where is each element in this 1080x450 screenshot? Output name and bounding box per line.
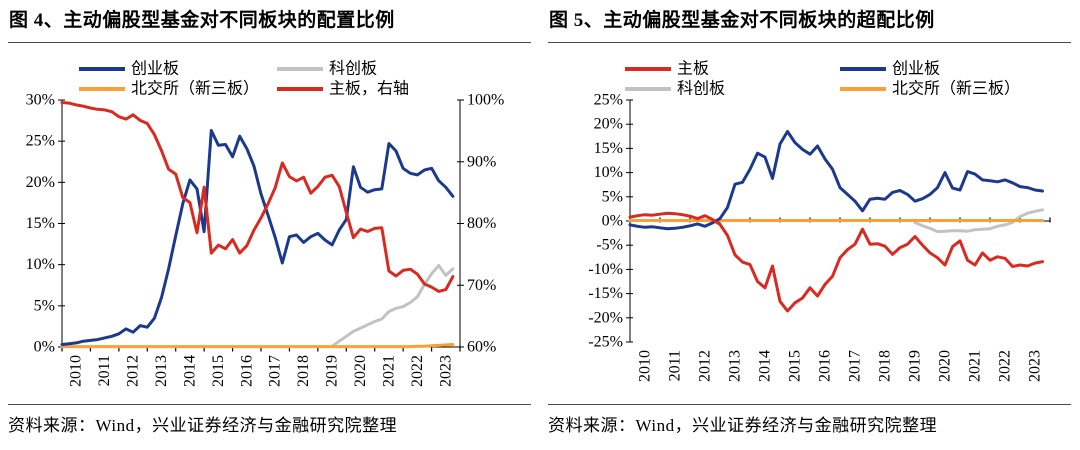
x-axis-label: 2023 <box>1027 350 1044 382</box>
legend-label-创业板: 创业板 <box>131 60 179 78</box>
y-axis-left-label: -20% <box>588 309 623 326</box>
x-axis-label: 2018 <box>295 355 312 387</box>
x-axis-label: 2019 <box>324 355 341 387</box>
figure-5-source-block: 资料来源：Wind，兴业证券经济与金融研究院整理 <box>548 404 1071 436</box>
figure-5-title-divider <box>548 42 1071 43</box>
y-axis-left-label: 20% <box>26 174 55 191</box>
x-axis-label: 2017 <box>847 350 864 382</box>
x-axis-label: 2011 <box>667 350 684 381</box>
y-axis-right-label: 90% <box>467 153 496 170</box>
figure-4-source-block: 资料来源：Wind，兴业证券经济与金融研究院整理 <box>8 404 531 436</box>
figure-4-line-chart: 0% 5% 10% 15% 20% 25% 30% 60% 70% 80% 90% 100% 2010 2… <box>26 60 505 388</box>
x-axis-label: 2013 <box>727 350 744 382</box>
series-line-主板 <box>628 211 1044 313</box>
y-axis-left-label: -25% <box>588 334 623 351</box>
y-axis-left-label: 15% <box>26 215 55 232</box>
figure-4-title: 图 4、主动偏股型基金对不同板块的配置比例 <box>9 10 395 31</box>
legend-label-创业板: 创业板 <box>892 60 940 78</box>
y-axis-left-label: 0% <box>602 213 623 230</box>
panel-figure-5: 图 5、主动偏股型基金对不同板块的超配比例 -25% -20% -15% -10% -5… <box>540 0 1080 450</box>
figure-5-source: 资料来源：Wind，兴业证券经济与金融研究院整理 <box>548 416 938 435</box>
y-axis-left-label: 10% <box>26 256 55 273</box>
y-axis-left-label: 5% <box>602 188 623 205</box>
y-axis-left-label: 5% <box>34 297 55 314</box>
x-axis-label: 2019 <box>907 350 924 382</box>
x-axis-label: 2020 <box>937 350 954 382</box>
x-axis-label: 2014 <box>181 355 198 387</box>
y-axis-right-label: 70% <box>467 277 496 294</box>
x-axis-label: 2016 <box>817 350 834 382</box>
x-axis-label: 2015 <box>210 355 227 387</box>
y-axis-left-label: 0% <box>34 339 55 356</box>
y-axis-left-label: -10% <box>588 261 623 278</box>
y-axis-right-label: 80% <box>467 215 496 232</box>
series-line-科创板 <box>913 208 1044 234</box>
x-axis-label: 2020 <box>352 355 369 387</box>
y-axis-left-label: 25% <box>26 133 55 150</box>
legend-label-科创板: 科创板 <box>329 60 377 78</box>
figure-5-line-chart: -25% -20% -15% -10% -5% 0% 5% 10% 15% 20% 25% 2010 2… <box>588 60 1051 382</box>
legend-label-北交所（新三板）: 北交所（新三板） <box>892 80 1020 98</box>
x-axis-label: 2014 <box>757 350 774 382</box>
x-axis-label: 2023 <box>437 355 454 387</box>
series-line-创业板 <box>60 129 455 346</box>
x-axis-label: 2013 <box>153 355 170 387</box>
figure-4-title-divider <box>8 42 531 43</box>
x-axis-label: 2018 <box>877 350 894 382</box>
x-axis-label: 2012 <box>125 355 142 387</box>
y-axis-right-label: 60% <box>467 339 496 356</box>
series-line-创业板 <box>628 130 1044 231</box>
y-axis-left-label: 20% <box>594 116 623 133</box>
y-axis-left-label: 10% <box>594 164 623 181</box>
series-line-北交所（新三板） <box>60 343 455 349</box>
y-axis-left-label: 25% <box>594 92 623 109</box>
y-axis-left-label: 15% <box>594 140 623 157</box>
figure-5-title: 图 5、主动偏股型基金对不同板块的超配比例 <box>549 10 935 31</box>
legend-label-主板: 主板 <box>677 60 709 78</box>
y-axis-right-label: 100% <box>467 92 504 109</box>
series-line-科创板 <box>330 264 455 348</box>
x-axis-label: 2021 <box>380 355 397 387</box>
series-line-主板，右轴 <box>60 101 455 293</box>
x-axis-label: 2017 <box>267 355 284 387</box>
y-axis-left-label: -15% <box>588 285 623 302</box>
legend-label-北交所（新三板）: 北交所（新三板） <box>131 80 259 98</box>
x-axis-label: 2010 <box>637 350 654 382</box>
y-axis-left-label: 30% <box>26 92 55 109</box>
figure-4-source: 资料来源：Wind，兴业证券经济与金融研究院整理 <box>8 416 398 435</box>
x-axis-label: 2011 <box>96 355 113 386</box>
x-axis-label: 2015 <box>787 350 804 382</box>
panel-figure-4: 图 4、主动偏股型基金对不同板块的配置比例 0% 5% 10% 15% 20% 25% 30… <box>8 10 531 436</box>
x-axis-label: 2022 <box>409 355 426 387</box>
legend-label-主板，右轴: 主板，右轴 <box>329 80 409 98</box>
x-axis-label: 2012 <box>697 350 714 382</box>
y-axis-left-label: -5% <box>596 237 623 254</box>
x-axis-label: 2010 <box>68 355 85 387</box>
x-axis-label: 2022 <box>997 350 1014 382</box>
legend-label-科创板: 科创板 <box>677 80 725 98</box>
x-axis-label: 2021 <box>967 350 984 382</box>
x-axis-label: 2016 <box>238 355 255 387</box>
